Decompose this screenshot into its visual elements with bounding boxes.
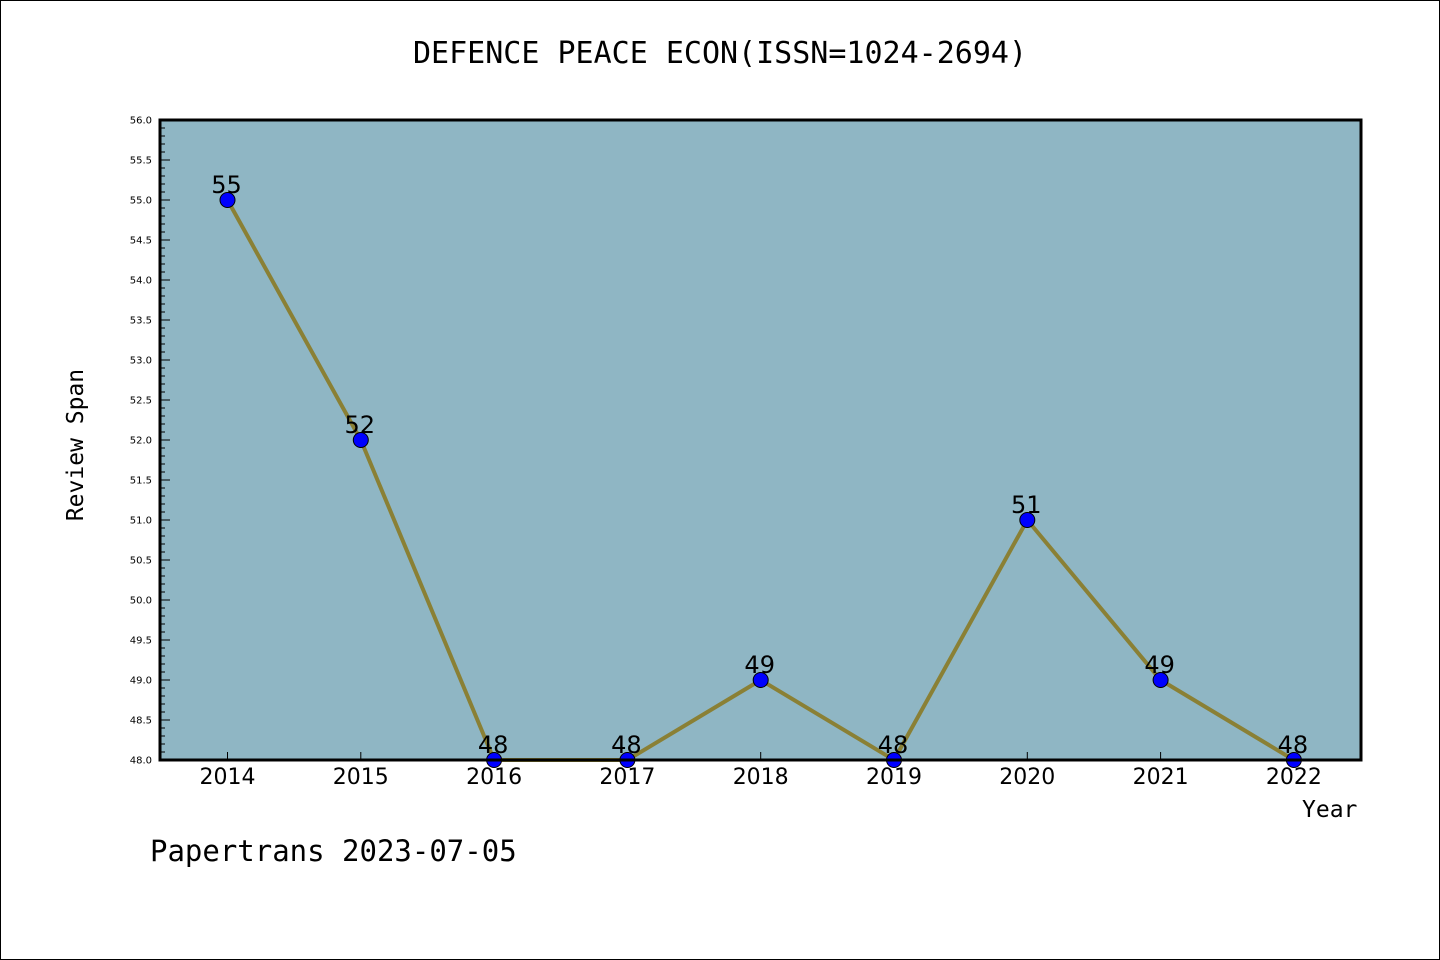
plot-border xyxy=(158,118,1363,762)
x-axis-label: Year xyxy=(1302,797,1358,823)
data-label: 51 xyxy=(1011,491,1042,519)
data-point-marker xyxy=(219,192,236,208)
y-tick-label: 52.5 xyxy=(130,396,152,407)
y-tick-label: 55.5 xyxy=(130,156,152,167)
x-tick-label: 2015 xyxy=(333,765,389,790)
x-tick-label: 2021 xyxy=(1133,765,1189,790)
y-tick-label: 50.5 xyxy=(130,556,152,567)
y-tick-label: 48.5 xyxy=(130,716,152,727)
x-tick-label: 2014 xyxy=(200,765,256,790)
y-tick-label: 54.0 xyxy=(130,276,152,287)
y-tick-label: 48.0 xyxy=(130,756,152,767)
x-tick-label: 2020 xyxy=(999,765,1055,790)
data-label: 55 xyxy=(211,171,242,199)
y-tick-label: 52.0 xyxy=(130,436,152,447)
x-tick-label: 2016 xyxy=(466,765,522,790)
y-tick-label: 51.5 xyxy=(130,476,152,487)
data-point-marker xyxy=(1152,672,1169,688)
y-tick-label: 51.0 xyxy=(130,516,152,527)
x-tick-label: 2019 xyxy=(866,765,922,790)
data-label: 48 xyxy=(611,731,642,759)
y-tick-label: 53.5 xyxy=(130,316,152,327)
y-tick-label: 54.5 xyxy=(130,236,152,247)
y-tick-label: 49.5 xyxy=(130,636,152,647)
y-tick-label: 55.0 xyxy=(130,196,152,207)
y-tick-label: 56.0 xyxy=(130,116,152,127)
x-tick-label: 2022 xyxy=(1266,765,1322,790)
data-label: 48 xyxy=(878,731,909,759)
x-tick-label: 2018 xyxy=(733,765,789,790)
data-label: 48 xyxy=(478,731,509,759)
data-point-marker xyxy=(352,432,369,448)
data-point-marker xyxy=(752,672,769,688)
y-tick-label: 49.0 xyxy=(130,676,152,687)
data-label: 48 xyxy=(1278,731,1309,759)
data-label: 49 xyxy=(744,651,775,679)
y-tick-label: 53.0 xyxy=(130,356,152,367)
data-label: 49 xyxy=(1144,651,1175,679)
data-point-marker xyxy=(1019,512,1036,528)
y-tick-label: 50.0 xyxy=(130,596,152,607)
data-label: 52 xyxy=(345,411,376,439)
footer-watermark: Papertrans 2023-07-05 xyxy=(150,834,517,868)
chart-title: DEFENCE PEACE ECON(ISSN=1024-2694) xyxy=(412,36,1028,71)
x-tick-label: 2017 xyxy=(599,765,655,790)
